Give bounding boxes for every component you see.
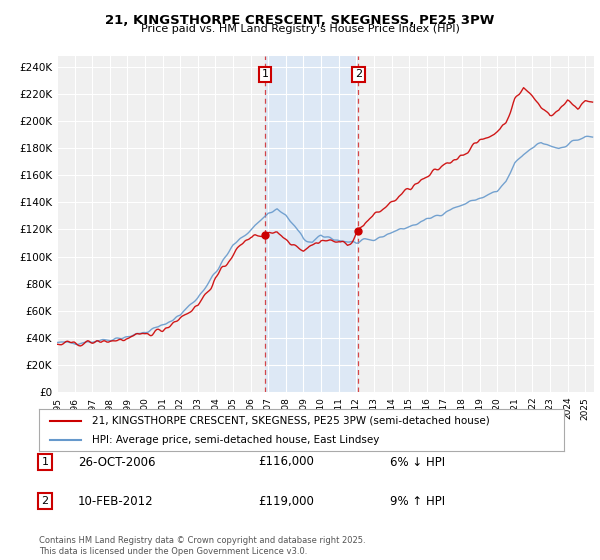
Text: 9% ↑ HPI: 9% ↑ HPI — [390, 494, 445, 508]
Text: 6% ↓ HPI: 6% ↓ HPI — [390, 455, 445, 469]
Text: 10-FEB-2012: 10-FEB-2012 — [78, 494, 154, 508]
Text: 2: 2 — [355, 69, 362, 80]
Text: 26-OCT-2006: 26-OCT-2006 — [78, 455, 155, 469]
Text: 21, KINGSTHORPE CRESCENT, SKEGNESS, PE25 3PW (semi-detached house): 21, KINGSTHORPE CRESCENT, SKEGNESS, PE25… — [91, 416, 489, 426]
Text: 21, KINGSTHORPE CRESCENT, SKEGNESS, PE25 3PW: 21, KINGSTHORPE CRESCENT, SKEGNESS, PE25… — [106, 14, 494, 27]
Text: 2: 2 — [41, 496, 49, 506]
Text: Price paid vs. HM Land Registry's House Price Index (HPI): Price paid vs. HM Land Registry's House … — [140, 24, 460, 34]
Bar — [265, 56, 358, 392]
Text: HPI: Average price, semi-detached house, East Lindsey: HPI: Average price, semi-detached house,… — [91, 435, 379, 445]
Text: Contains HM Land Registry data © Crown copyright and database right 2025.
This d: Contains HM Land Registry data © Crown c… — [39, 536, 365, 556]
Text: 1: 1 — [262, 69, 269, 80]
Text: 1: 1 — [41, 457, 49, 467]
Text: £116,000: £116,000 — [258, 455, 314, 469]
Text: £119,000: £119,000 — [258, 494, 314, 508]
